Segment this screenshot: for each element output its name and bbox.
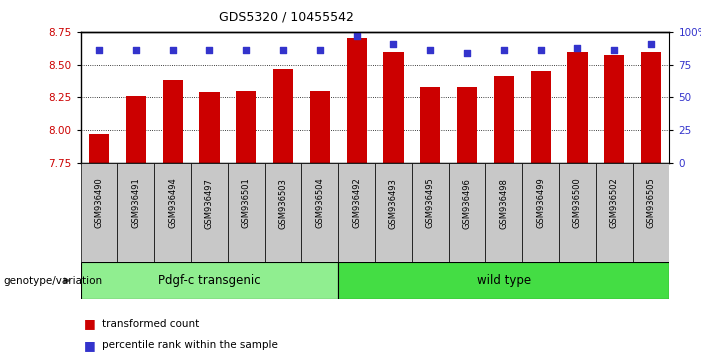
Text: GSM936498: GSM936498 [499,178,508,229]
Point [351,33,362,39]
Point [130,47,142,53]
Bar [338,262,669,299]
Bar [81,163,118,262]
Text: GSM936491: GSM936491 [131,178,140,228]
Bar [81,262,338,299]
Text: GSM936505: GSM936505 [646,178,655,228]
Text: GSM936499: GSM936499 [536,178,545,228]
Bar [604,56,625,163]
Point [278,47,289,53]
Bar [632,163,669,262]
Bar [346,39,367,163]
Bar [485,163,522,262]
Text: GSM936490: GSM936490 [95,178,104,228]
Text: GSM936494: GSM936494 [168,178,177,228]
Text: GDS5320 / 10455542: GDS5320 / 10455542 [219,11,354,24]
Text: GSM936495: GSM936495 [426,178,435,228]
Point [167,47,178,53]
Point [93,47,104,53]
Bar [449,163,485,262]
Bar [310,91,330,163]
Bar [163,80,183,163]
Bar [567,52,587,163]
Bar [559,163,596,262]
Text: GSM936493: GSM936493 [389,178,398,229]
Text: transformed count: transformed count [102,319,199,329]
Text: percentile rank within the sample: percentile rank within the sample [102,340,278,350]
Text: genotype/variation: genotype/variation [4,275,102,286]
Point [461,50,472,56]
Point [646,41,657,46]
Text: wild type: wild type [477,274,531,287]
Bar [236,91,257,163]
Point [572,45,583,50]
Text: GSM936496: GSM936496 [463,178,472,229]
Point [498,47,510,53]
Bar [338,163,375,262]
Bar [494,76,514,163]
Bar [118,163,154,262]
Bar [641,52,661,163]
Bar [412,163,449,262]
Text: GSM936492: GSM936492 [352,178,361,228]
Point [425,47,436,53]
Text: GSM936502: GSM936502 [610,178,619,228]
Text: GSM936503: GSM936503 [278,178,287,229]
Bar [301,163,338,262]
Bar [531,71,551,163]
Point [240,47,252,53]
Bar [375,163,412,262]
Bar [89,134,109,163]
Bar [265,163,301,262]
Bar [228,163,265,262]
Text: Pdgf-c transgenic: Pdgf-c transgenic [158,274,261,287]
Bar [420,87,440,163]
Bar [199,92,219,163]
Bar [383,52,404,163]
Point [608,47,620,53]
Bar [457,87,477,163]
Point [388,41,399,46]
Text: GSM936497: GSM936497 [205,178,214,229]
Bar [125,96,146,163]
Text: GSM936500: GSM936500 [573,178,582,228]
Bar [273,69,293,163]
Bar [154,163,191,262]
Text: GSM936504: GSM936504 [315,178,325,228]
Text: ■: ■ [84,318,96,330]
Bar [522,163,559,262]
Text: ■: ■ [84,339,96,352]
Text: GSM936501: GSM936501 [242,178,251,228]
Point [535,47,546,53]
Bar [596,163,632,262]
Bar [191,163,228,262]
Point [204,47,215,53]
Point [314,47,325,53]
